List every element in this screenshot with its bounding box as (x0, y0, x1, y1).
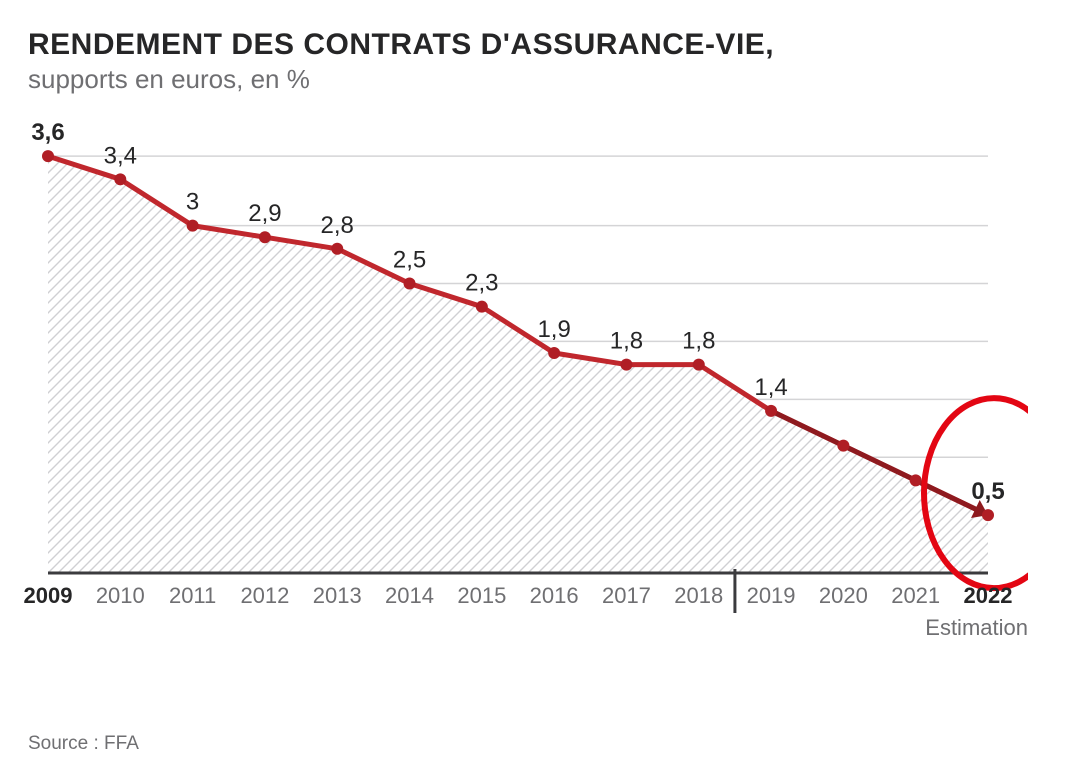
value-label: 0,5 (971, 478, 1004, 505)
x-axis-label: 2015 (457, 583, 506, 609)
estimation-label: Estimation (735, 615, 1028, 641)
x-axis-label: 2016 (530, 583, 579, 609)
x-axis-label: 2017 (602, 583, 651, 609)
x-axis-label: 2014 (385, 583, 434, 609)
chart-title: RENDEMENT DES CONTRATS D'ASSURANCE-VIE, (28, 28, 1050, 62)
chart-subtitle: supports en euros, en % (28, 64, 1050, 95)
x-axis-label: 2018 (674, 583, 723, 609)
x-axis-label: 2022 (964, 583, 1013, 609)
x-axis-label: 2020 (819, 583, 868, 609)
source-label: Source : FFA (28, 733, 139, 755)
value-label: 1,8 (682, 328, 715, 355)
value-label: 3 (186, 189, 199, 216)
value-label: 3,4 (104, 142, 137, 169)
x-axis-label: 2009 (24, 583, 73, 609)
x-axis-label: 2019 (747, 583, 796, 609)
x-axis-label: 2021 (891, 583, 940, 609)
value-label: 2,3 (465, 270, 498, 297)
value-label: 2,9 (248, 200, 281, 227)
x-axis-label: 2010 (96, 583, 145, 609)
value-label: 2,8 (321, 212, 354, 239)
x-axis-label: 2012 (240, 583, 289, 609)
value-label: 1,8 (610, 328, 643, 355)
value-label: 2,5 (393, 247, 426, 274)
value-label: 1,4 (754, 374, 787, 401)
x-axis-label: 2011 (169, 583, 216, 609)
value-label: 1,9 (537, 316, 570, 343)
value-label: 3,6 (31, 119, 64, 146)
x-axis-label: 2013 (313, 583, 362, 609)
chart-svg: 3,6 3,4 3 2,9 2,8 2,5 2,3 1,9 1,8 1,8 1,4 0,5 (28, 113, 1028, 613)
chart-plot-area: 3,63,432,92,82,52,31,91,81,81,40,5 20092… (28, 113, 1028, 693)
chart-container: RENDEMENT DES CONTRATS D'ASSURANCE-VIE, … (0, 0, 1078, 771)
